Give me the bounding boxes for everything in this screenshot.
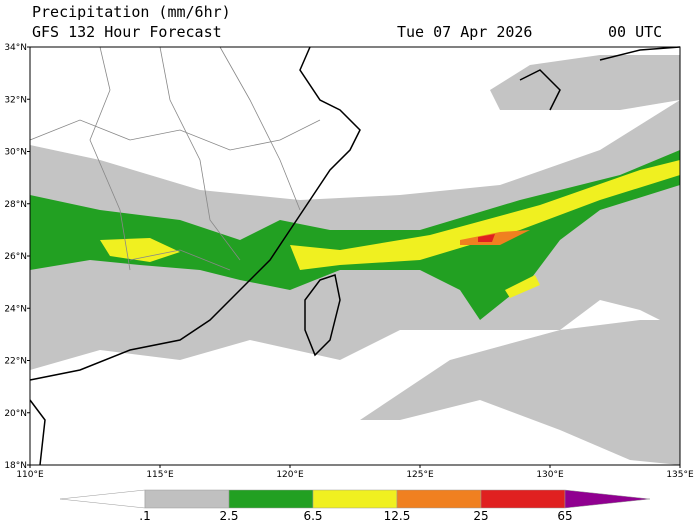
subtitle: GFS 132 Hour Forecast [32,23,222,41]
lon-label: 120°E [276,470,304,480]
date: Tue 07 Apr 2026 [397,23,532,41]
lat-label: 28°N [4,200,27,210]
legend-label: 12.5 [384,509,411,523]
legend-label: 2.5 [219,509,238,523]
legend-swatch [396,489,482,509]
lon-label: 130°E [536,470,564,480]
legend-label: 25 [473,509,488,523]
title: Precipitation (mm/6hr) [32,3,231,21]
time: 00 UTC [608,23,662,41]
lat-label: 22°N [4,357,27,367]
legend: .1 2.5 6.5 12.5 25 65 [59,489,651,523]
lat-label: 32°N [4,95,27,105]
legend-swatch [564,489,651,509]
legend-swatch [312,489,398,509]
lat-label: 20°N [4,409,27,419]
lat-label: 18°N [4,461,27,471]
lat-label: 34°N [4,43,27,53]
precip-extreme [478,234,495,242]
legend-swatch [228,489,314,509]
lon-label: 125°E [406,470,434,480]
map: 34°N 32°N 30°N 28°N 26°N 24°N 22°N 20°N 18°N110°… [4,43,694,480]
legend-label: 65 [557,509,572,523]
province-borders [29,46,321,271]
legend-swatch [480,489,566,509]
lon-label: 110°E [16,470,44,480]
lon-label: 135°E [666,470,694,480]
precip-heavy [100,160,680,298]
axes: 34°N 32°N 30°N 28°N 26°N 24°N 22°N 20°N 18°N110°… [4,43,694,480]
legend-swatch [59,489,146,509]
lat-label: 30°N [4,148,27,158]
precip-very-heavy [460,230,530,245]
legend-label: .1 [139,509,150,523]
lon-label: 115°E [146,470,174,480]
coastline [29,46,681,466]
legend-swatch [144,489,230,509]
lat-label: 26°N [4,252,27,262]
precip-moderate [30,150,680,320]
legend-label: 6.5 [303,509,322,523]
lat-label: 24°N [4,304,27,314]
